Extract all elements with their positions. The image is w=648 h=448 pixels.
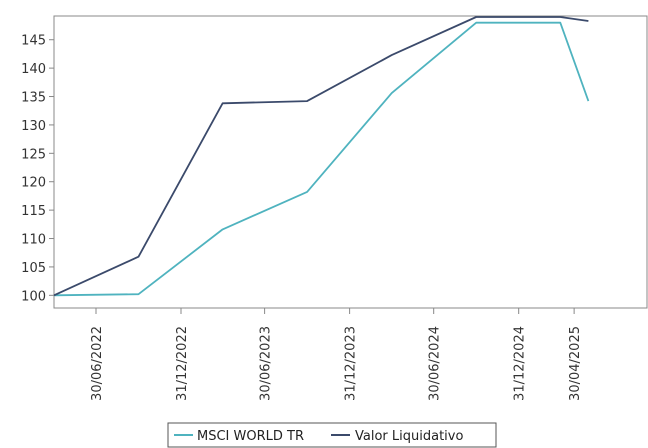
y-tick-label: 140: [21, 62, 46, 77]
y-axis: 100 105 110 115 120 125 130 135 140 145: [21, 34, 54, 304]
x-tick-label: 31/12/2022: [175, 326, 190, 401]
y-tick-label: 110: [21, 233, 46, 248]
x-axis: 30/06/2022 31/12/2022 30/06/2023 31/12/2023…: [90, 308, 583, 401]
y-tick-label: 135: [21, 91, 46, 106]
x-tick-label: 30/06/2024: [428, 326, 443, 401]
y-tick-label: 115: [21, 204, 46, 219]
series-line-valor-liquidativo: [53, 16, 589, 297]
legend-label-msci-world-tr: MSCI WORLD TR: [197, 429, 304, 444]
legend: MSCI WORLD TR Valor Liquidativo: [167, 422, 497, 448]
y-tick-label: 120: [21, 176, 46, 191]
x-tick-label: 31/12/2024: [513, 326, 528, 401]
x-tick-label: 30/06/2022: [90, 326, 105, 401]
series-layer: [53, 16, 590, 297]
y-tick-label: 125: [21, 147, 46, 162]
y-tick-label: 130: [21, 119, 46, 134]
legend-label-valor-liquidativo: Valor Liquidativo: [355, 429, 463, 444]
y-tick-label: 100: [21, 289, 46, 304]
series-line-msci-world-tr: [53, 21, 590, 297]
x-tick-label: 31/12/2023: [344, 326, 359, 401]
plot-area: [53, 15, 648, 309]
y-tick-label: 105: [21, 261, 46, 276]
y-tick-label: 145: [21, 34, 46, 49]
x-tick-label: 30/06/2023: [259, 326, 274, 401]
x-tick-label: 30/04/2025: [568, 326, 583, 401]
